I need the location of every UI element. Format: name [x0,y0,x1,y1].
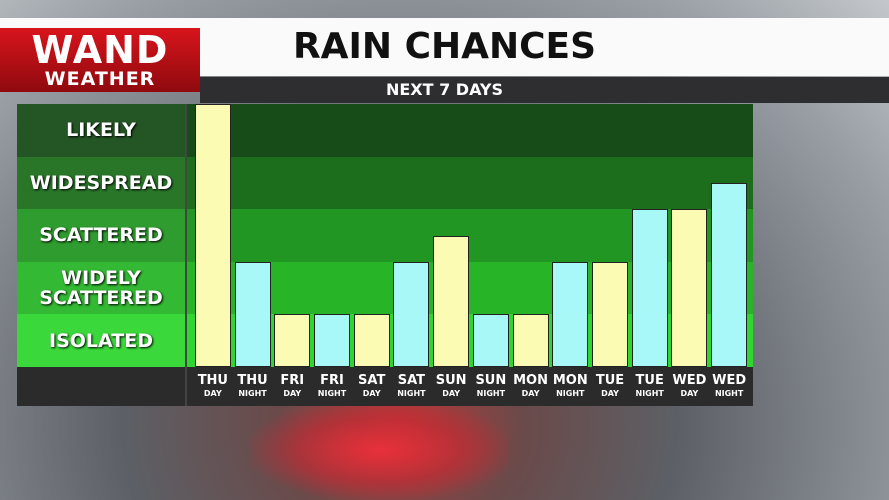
x-tick-sublabel: NIGHT [476,389,506,398]
x-tick-sublabel: NIGHT [397,389,426,398]
subtitle-bar [200,77,889,103]
bar [711,182,748,367]
divider [185,104,187,406]
x-tick-label: MON [513,373,548,388]
x-tick-label: TUE [635,373,664,388]
x-tick-label: WED [672,373,707,388]
x-tick-sublabel: DAY [283,389,302,398]
x-tick-label: WED [712,373,747,388]
band [17,209,753,262]
x-tick-sublabel: DAY [601,389,619,398]
bar [353,314,390,367]
y-tick-label: WIDELY SCATTERED [17,261,185,315]
x-tick-sublabel: NIGHT [317,389,347,398]
bar [194,104,231,367]
x-tick-label: SAT [397,373,426,388]
bar [472,314,509,367]
x-tick-label: FRI [280,373,305,388]
bar [671,209,708,367]
logo-text: WEATHER [44,68,156,90]
x-tick-sublabel: DAY [362,389,381,398]
x-tick-label: SUN [435,373,467,388]
y-tick-label: ISOLATED [17,314,185,367]
x-tick-sublabel: DAY [680,389,699,398]
logo: WAND WEATHER [0,28,200,92]
x-tick-sublabel: NIGHT [714,389,744,398]
x-tick-sublabel: DAY [203,389,222,398]
x-tick-sublabel: NIGHT [635,389,664,398]
y-tick-label: LIKELY [17,104,185,157]
bar [393,261,430,367]
background-blur [250,400,510,500]
x-tick-label: THU [237,373,268,388]
x-tick-label: THU [197,373,228,388]
subtitle: NEXT 7 DAYS [385,80,504,99]
x-tick-sublabel: NIGHT [556,389,585,398]
x-tick-label: MON [552,373,588,388]
x-tick-sublabel: DAY [521,389,540,398]
x-tick-label: TUE [595,373,625,388]
x-tick-sublabel: DAY [442,389,461,398]
band [17,156,753,210]
bar [274,314,311,367]
x-tick-label: SAT [358,373,386,388]
title: RAIN CHANCES [292,26,597,67]
x-tick-label: FRI [320,373,344,388]
bar [552,261,589,367]
y-tick-label: WIDESPREAD [17,156,185,210]
bar [631,209,668,367]
bar [512,314,549,367]
logo-text: WAND [31,28,169,72]
bar [433,235,470,367]
x-tick-sublabel: NIGHT [238,389,267,398]
band [17,104,753,157]
band [17,261,753,315]
y-tick-label: SCATTERED [17,209,185,262]
bar [592,261,628,367]
bar [234,261,271,367]
x-tick-label: SUN [475,373,507,388]
bar [314,314,350,367]
